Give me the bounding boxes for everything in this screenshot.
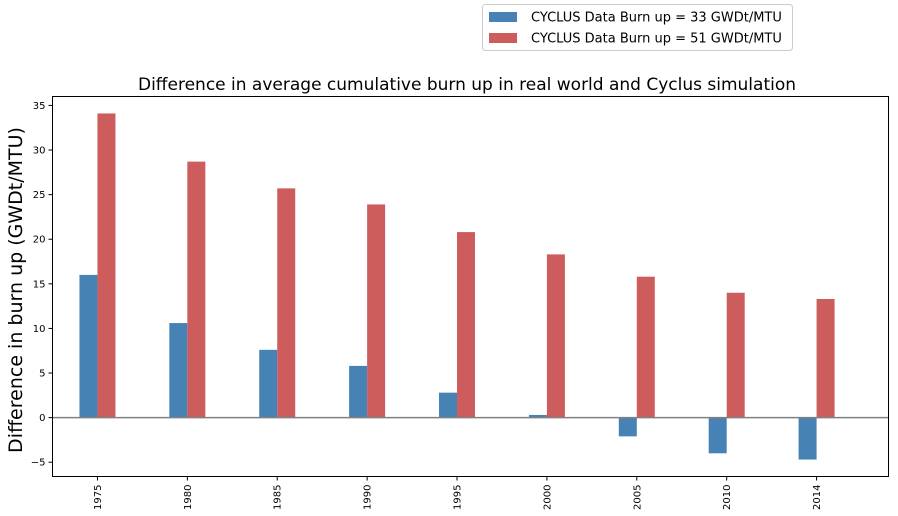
y-tick-label: 15 <box>33 279 46 290</box>
plot-area-frame <box>52 96 889 477</box>
bars <box>79 113 835 460</box>
bar-burnup-51-2010 <box>726 292 745 418</box>
legend-box <box>482 4 793 51</box>
x-tick-label: 1980 <box>183 485 194 510</box>
bar-burnup-51-1975 <box>97 113 116 418</box>
bar-burnup-51-2000 <box>546 254 565 418</box>
x-tick-label: 1990 <box>363 485 374 510</box>
bar-burnup-51-1995 <box>457 232 476 418</box>
x-tick-label: 1995 <box>453 485 464 510</box>
x-tick-label: 1975 <box>93 485 104 510</box>
y-tick-label: 25 <box>33 190 46 201</box>
y-tick-label: −5 <box>31 458 46 469</box>
y-tick-label: 0 <box>39 413 45 424</box>
bar-burnup-33-1975 <box>79 274 98 418</box>
x-tick-label: 2010 <box>722 485 733 510</box>
y-tick-label: 10 <box>33 324 46 335</box>
x-tick-label: 2014 <box>812 485 823 510</box>
bar-burnup-51-1980 <box>187 161 206 418</box>
bar-burnup-51-2014 <box>816 298 835 418</box>
y-axis-label: Difference in burn up (GWDt/MTU) <box>5 127 27 453</box>
x-tick-label: 2005 <box>632 485 643 510</box>
bar-burnup-33-2000 <box>528 414 547 418</box>
bar-burnup-51-2005 <box>636 276 655 418</box>
legend-swatch-burnup-51 <box>489 33 517 43</box>
x-tick-label: 2000 <box>542 485 553 510</box>
bar-burnup-33-2005 <box>618 417 637 437</box>
legend: CYCLUS Data Burn up = 33 GWDt/MTU CYCLUS … <box>482 4 793 51</box>
chart-title: Difference in average cumulative burn up… <box>138 75 796 95</box>
bar-burnup-51-1985 <box>277 188 296 418</box>
x-axis: 1975 1980 1985 1990 1995 2000 2005 2010 2014 <box>93 476 823 510</box>
legend-label-burnup-51: CYCLUS Data Burn up = 51 GWDt/MTU <box>531 32 782 47</box>
legend-swatch-burnup-33 <box>489 12 517 22</box>
bar-burnup-51-1990 <box>367 204 386 418</box>
y-tick-label: 5 <box>39 369 45 380</box>
bar-burnup-33-1995 <box>439 392 458 418</box>
x-tick-label: 1985 <box>273 485 284 510</box>
y-tick-label: 35 <box>33 101 46 112</box>
y-tick-label: 20 <box>33 235 46 246</box>
legend-label-burnup-33: CYCLUS Data Burn up = 33 GWDt/MTU <box>531 11 782 26</box>
y-tick-label: 30 <box>33 146 46 157</box>
y-axis: 35 30 25 20 15 10 5 0 −5 <box>31 101 53 469</box>
bar-burnup-33-1985 <box>259 349 278 418</box>
bar-burnup-33-2010 <box>708 417 727 454</box>
bar-burnup-33-1980 <box>169 323 188 418</box>
bar-burnup-33-1990 <box>349 365 368 418</box>
bar-burnup-33-2014 <box>798 417 817 460</box>
